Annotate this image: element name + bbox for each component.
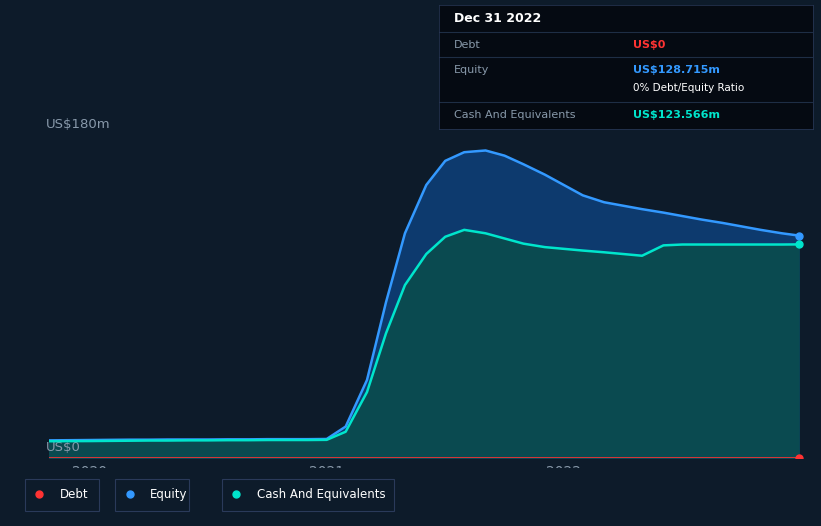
Text: 0% Debt/Equity Ratio: 0% Debt/Equity Ratio	[634, 83, 745, 93]
Text: Debt: Debt	[454, 40, 481, 50]
Text: Cash And Equivalents: Cash And Equivalents	[257, 488, 386, 501]
Text: US$0: US$0	[45, 441, 80, 454]
Text: US$128.715m: US$128.715m	[634, 65, 720, 75]
Text: US$0: US$0	[634, 40, 666, 50]
Text: Cash And Equivalents: Cash And Equivalents	[454, 110, 576, 120]
Text: Dec 31 2022: Dec 31 2022	[454, 12, 541, 25]
Text: Debt: Debt	[60, 488, 89, 501]
Text: US$180m: US$180m	[45, 118, 110, 132]
Text: Equity: Equity	[150, 488, 188, 501]
Text: Equity: Equity	[454, 65, 489, 75]
Text: US$123.566m: US$123.566m	[634, 110, 721, 120]
